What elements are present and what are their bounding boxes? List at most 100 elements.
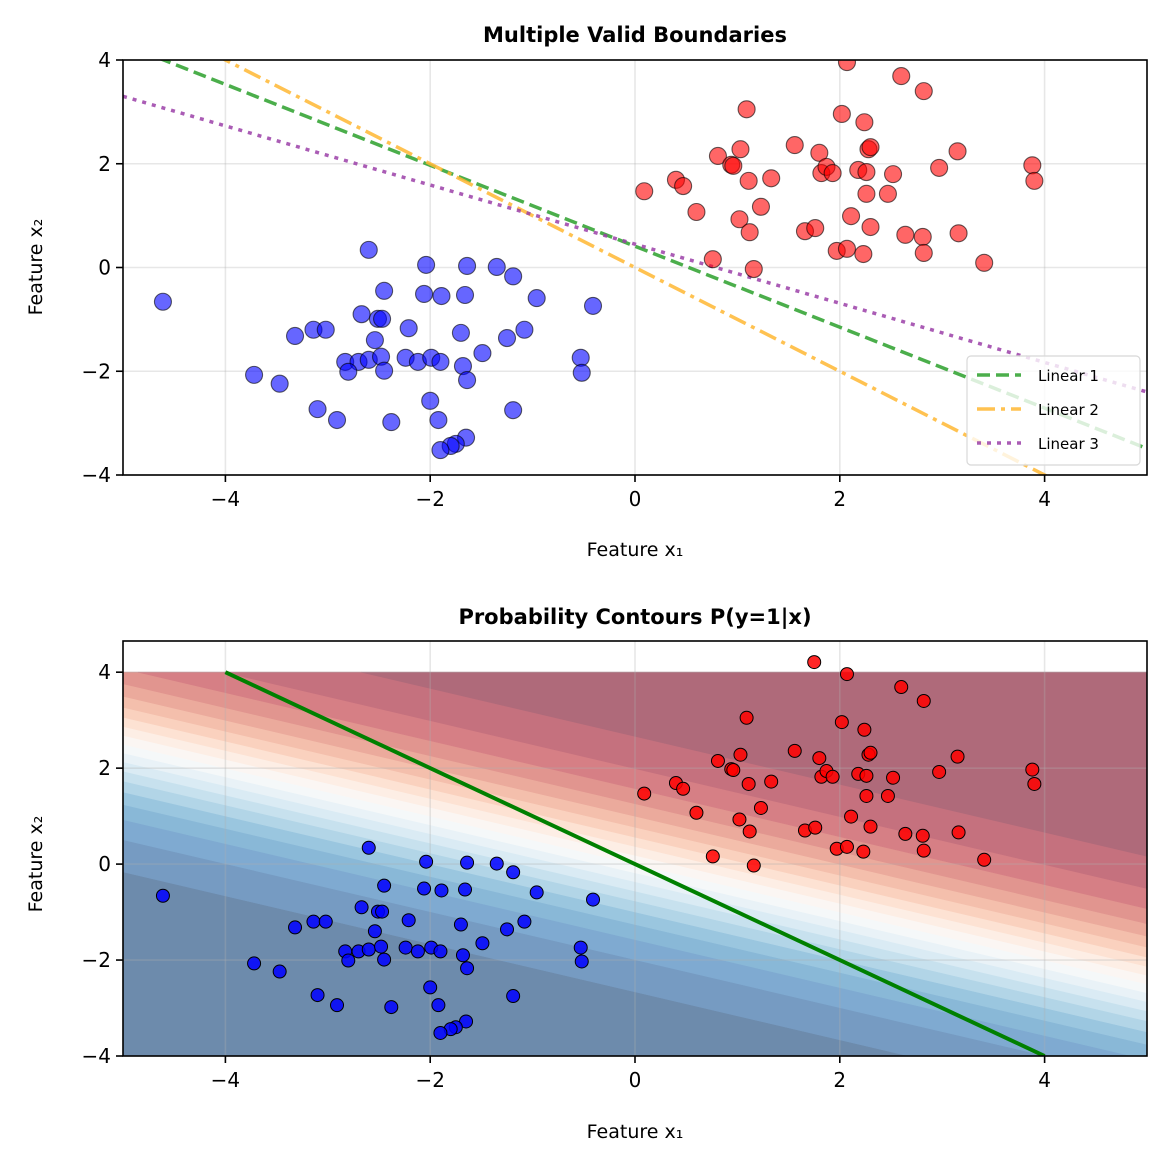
data-point-class-1 [886, 770, 901, 785]
bottom-ytick-label: −2 [82, 948, 111, 972]
data-point-class-1 [863, 819, 878, 834]
data-point-class-0 [423, 980, 438, 995]
data-point-class-1 [951, 825, 966, 840]
data-point-class-1 [857, 184, 876, 203]
data-point-class-0 [571, 348, 590, 367]
data-point-class-0 [504, 401, 523, 420]
data-point-class-0 [460, 961, 475, 976]
data-point-class-0 [377, 952, 392, 967]
data-point-class-1 [689, 805, 704, 820]
data-point-class-0 [455, 948, 470, 963]
data-point-class-1 [854, 244, 873, 264]
data-point-class-0 [247, 956, 262, 971]
data-point-class-1 [839, 667, 854, 682]
data-point-class-1 [1027, 776, 1042, 791]
contour-band [123, 743, 1147, 994]
data-point-class-0 [374, 939, 389, 954]
top-xlabel: Feature x₁ [587, 539, 684, 561]
data-point-class-1 [896, 225, 915, 244]
bottom-chart-title: Probability Contours P(y=1|x) [458, 605, 811, 630]
data-point-class-0 [458, 256, 477, 275]
data-point-class-0 [572, 363, 591, 382]
legend-label-linear-2: Linear 2 [1038, 401, 1099, 419]
data-point-class-1 [733, 747, 748, 762]
data-point-class-1 [742, 824, 757, 839]
data-point-class-0 [375, 281, 394, 300]
data-point-class-1 [915, 828, 930, 843]
contour-band [123, 683, 1147, 937]
data-point-class-0 [434, 883, 449, 898]
top-chart-title: Multiple Valid Boundaries [483, 23, 787, 47]
bottom-xlabel: Feature x₁ [587, 1121, 684, 1143]
legend-box [966, 355, 1141, 466]
top-xtick-label: 2 [833, 487, 846, 511]
data-point-class-0 [375, 361, 394, 380]
data-point-class-0 [506, 989, 521, 1004]
data-point-class-0 [432, 286, 451, 306]
data-point-class-1 [687, 202, 706, 222]
data-point-class-0 [330, 998, 345, 1013]
top-xtick-label: 4 [1038, 487, 1051, 511]
data-point-class-0 [352, 305, 371, 324]
data-point-class-1 [855, 113, 874, 132]
top-ytick-label: −2 [82, 359, 111, 383]
data-point-class-1 [806, 41, 823, 58]
top-ytick-label: 2 [98, 152, 111, 176]
data-point-class-0 [417, 881, 432, 896]
data-point-class-0 [431, 441, 450, 460]
data-point-class-1 [808, 820, 823, 835]
bottom-ylabel: Feature x₂ [25, 816, 47, 913]
data-point-class-1 [787, 743, 802, 758]
data-point-class-0 [310, 988, 325, 1003]
data-point-class-1 [837, 60, 857, 72]
data-point-class-1 [859, 788, 874, 803]
bottom-ytick-label: 2 [98, 756, 111, 780]
data-point-class-0 [429, 410, 448, 430]
data-point-class-0 [453, 917, 468, 932]
data-point-class-0 [327, 410, 347, 430]
data-point-class-1 [806, 219, 825, 238]
top-ticks: −4 −2 0 2 4 −4 −2 0 2 4 [82, 48, 1051, 511]
data-point-class-0 [497, 328, 517, 348]
data-point-class-1 [861, 138, 880, 157]
data-point-class-1 [977, 852, 992, 867]
data-point-class-1 [892, 67, 911, 86]
data-point-class-0 [410, 944, 425, 959]
contour-band [123, 761, 1147, 1012]
data-point-class-0 [288, 920, 303, 935]
data-point-class-1 [737, 100, 756, 119]
data-point-class-1 [837, 239, 857, 258]
data-point-class-0 [384, 1000, 399, 1015]
data-point-class-1 [859, 768, 874, 783]
data-point-class-0 [308, 400, 327, 419]
data-point-class-0 [460, 855, 475, 870]
data-point-class-0 [529, 885, 544, 900]
data-point-class-0 [489, 856, 504, 871]
data-point-class-1 [834, 715, 849, 730]
data-point-class-1 [883, 165, 903, 184]
data-point-class-0 [367, 924, 382, 939]
data-point-class-1 [744, 260, 763, 279]
data-point-class-0 [375, 904, 390, 919]
data-point-class-0 [574, 954, 589, 969]
data-point-class-1 [812, 751, 827, 766]
data-point-class-1 [832, 104, 851, 123]
data-point-class-0 [506, 865, 521, 880]
data-point-class-0 [155, 888, 170, 903]
data-point-class-0 [417, 255, 436, 274]
data-point-class-1 [863, 745, 878, 760]
data-point-class-1 [741, 776, 756, 791]
data-point-class-0 [401, 913, 416, 928]
top-ylabel: Feature x₂ [25, 219, 47, 316]
decision-boundary [224, 670, 1046, 1056]
data-point-class-0 [270, 374, 289, 393]
data-point-class-1 [932, 764, 947, 779]
data-point-class-0 [473, 344, 492, 363]
data-point-class-0 [153, 292, 172, 311]
data-point-class-0 [359, 240, 378, 259]
contour-band [123, 752, 1147, 1003]
data-point-class-1 [916, 843, 931, 858]
data-point-class-1 [916, 693, 931, 708]
data-point-class-1 [842, 207, 861, 226]
top-xtick-label: −4 [211, 487, 240, 511]
